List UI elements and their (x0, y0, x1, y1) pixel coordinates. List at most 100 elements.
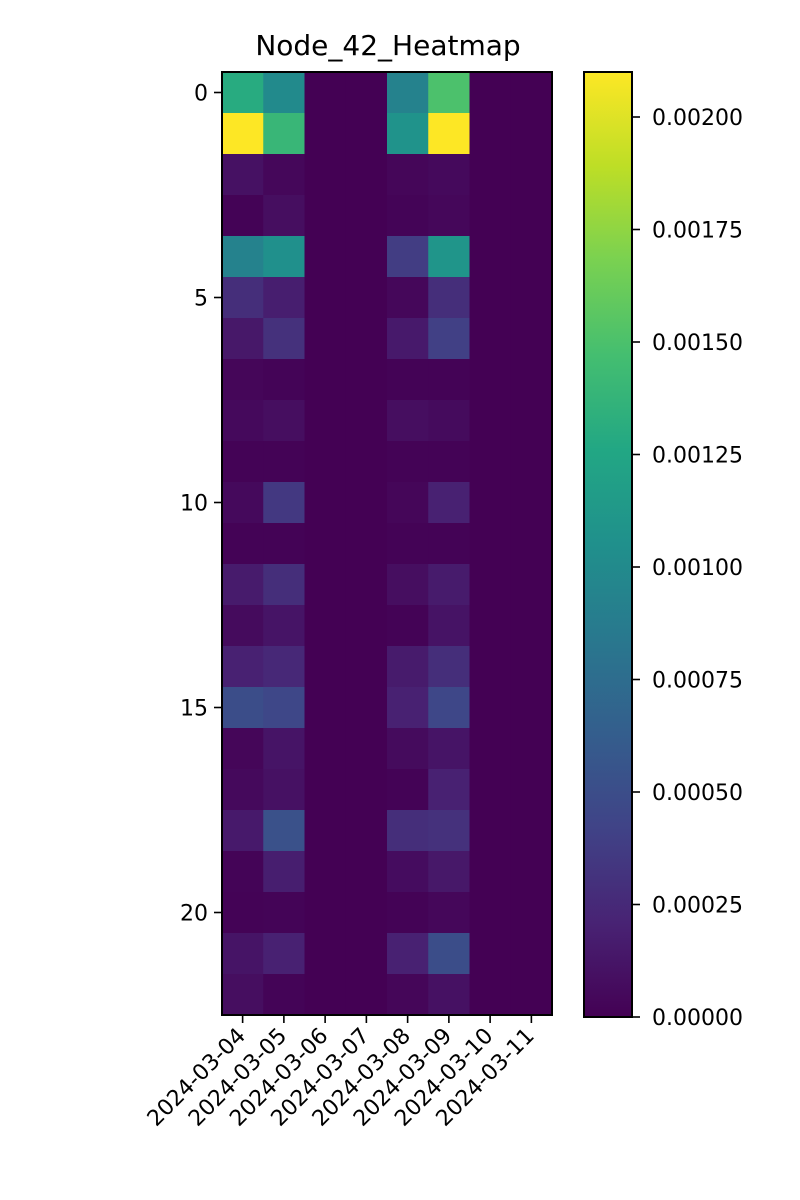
heatmap-cell (345, 359, 388, 401)
heatmap-cell (469, 974, 512, 1016)
heatmap-cell (263, 769, 306, 811)
heatmap-cell (263, 113, 306, 155)
heatmap-cell (510, 318, 553, 360)
heatmap-cell (469, 195, 512, 237)
heatmap-cell (304, 687, 347, 729)
heatmap-cell (345, 769, 388, 811)
heatmap-cell (387, 400, 429, 442)
heatmap-cell (304, 277, 347, 319)
heatmap-cell (222, 851, 264, 893)
heatmap-cell (222, 810, 264, 852)
heatmap-cell (222, 359, 264, 401)
heatmap-cell (304, 605, 347, 647)
heatmap-cell (263, 851, 306, 893)
colorbar-tick-label: 0.00150 (652, 331, 743, 356)
heatmap-cell (263, 236, 306, 278)
heatmap-cell (428, 359, 471, 401)
colorbar-tick-label: 0.00000 (652, 1006, 743, 1031)
heatmap-cell (510, 933, 553, 975)
y-tick-label: 5 (194, 287, 208, 312)
heatmap-cell (345, 277, 388, 319)
heatmap-cell (387, 482, 429, 524)
heatmap-cell (222, 728, 264, 770)
heatmap-cell (345, 236, 388, 278)
heatmap-cell (263, 523, 306, 565)
heatmap-cell (345, 564, 388, 606)
heatmap-cell (263, 482, 306, 524)
heatmap-cell (222, 523, 264, 565)
heatmap-cell (263, 564, 306, 606)
heatmap-cell (304, 195, 347, 237)
colorbar-tick-label: 0.00075 (652, 669, 743, 694)
plot-frame (221, 71, 553, 1016)
heatmap-cell (304, 359, 347, 401)
heatmap-cell (222, 769, 264, 811)
heatmap-cell (387, 113, 429, 155)
heatmap-cell (428, 400, 471, 442)
heatmap-cell (304, 236, 347, 278)
colorbar-tick-label: 0.00025 (652, 894, 743, 919)
heatmap-cell (222, 154, 264, 196)
heatmap-cell (222, 564, 264, 606)
heatmap-cell (345, 933, 388, 975)
heatmap-cell (428, 523, 471, 565)
heatmap-cell (387, 646, 429, 688)
heatmap-cell (222, 195, 264, 237)
heatmap-cell (345, 523, 388, 565)
heatmap-cell (469, 359, 512, 401)
heatmap-cell (469, 851, 512, 893)
heatmap-cell (304, 974, 347, 1016)
heatmap-cell (304, 482, 347, 524)
heatmap-cell (387, 236, 429, 278)
y-axis: 0 5 10 15 20 (180, 82, 222, 927)
heatmap-cells (222, 72, 553, 1016)
heatmap-cell (469, 72, 512, 114)
heatmap-cell (510, 646, 553, 688)
heatmap-cell (222, 646, 264, 688)
heatmap-cell (263, 933, 306, 975)
heatmap-cell (469, 113, 512, 155)
heatmap-cell (345, 113, 388, 155)
heatmap-cell (222, 236, 264, 278)
heatmap-cell (304, 564, 347, 606)
heatmap-cell (345, 154, 388, 196)
heatmap-cell (345, 728, 388, 770)
heatmap-cell (510, 564, 553, 606)
heatmap-cell (510, 359, 553, 401)
heatmap-cell (304, 810, 347, 852)
heatmap-cell (428, 933, 471, 975)
heatmap-cell (510, 482, 553, 524)
heatmap-cell (510, 441, 553, 483)
heatmap-cell (263, 974, 306, 1016)
heatmap-cell (510, 113, 553, 155)
heatmap-cell (304, 933, 347, 975)
heatmap-cell (387, 318, 429, 360)
heatmap-cell (222, 318, 264, 360)
heatmap-cell (387, 277, 429, 319)
heatmap-cell (304, 646, 347, 688)
heatmap-cell (263, 728, 306, 770)
heatmap-cell (510, 523, 553, 565)
heatmap-cell (387, 728, 429, 770)
heatmap-cell (263, 892, 306, 934)
heatmap-cell (263, 318, 306, 360)
heatmap-cell (510, 154, 553, 196)
heatmap-cell (510, 400, 553, 442)
heatmap-cell (345, 851, 388, 893)
heatmap-cell (510, 277, 553, 319)
colorbar-tick-label: 0.00200 (652, 106, 743, 131)
heatmap-cell (428, 113, 471, 155)
heatmap-cell (304, 441, 347, 483)
heatmap-cell (345, 318, 388, 360)
heatmap-cell (469, 523, 512, 565)
heatmap-cell (304, 400, 347, 442)
heatmap-cell (304, 769, 347, 811)
heatmap-cell (428, 236, 471, 278)
heatmap-cell (263, 646, 306, 688)
heatmap-cell (263, 810, 306, 852)
heatmap-cell (345, 441, 388, 483)
heatmap-cell (469, 646, 512, 688)
heatmap-cell (387, 154, 429, 196)
heatmap-cell (387, 933, 429, 975)
colorbar-tick-label: 0.00175 (652, 219, 743, 244)
